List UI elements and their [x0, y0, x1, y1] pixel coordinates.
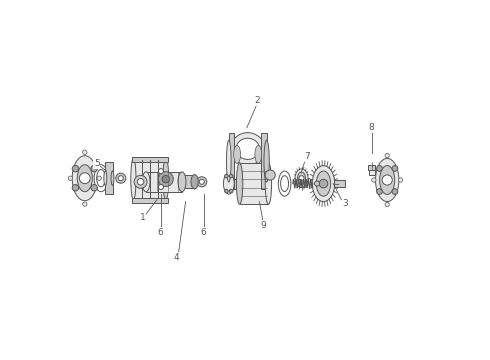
Ellipse shape	[295, 169, 308, 188]
Circle shape	[83, 150, 87, 154]
Ellipse shape	[255, 145, 262, 163]
Text: 6: 6	[157, 228, 163, 237]
Circle shape	[72, 185, 79, 191]
Ellipse shape	[316, 171, 331, 196]
Ellipse shape	[380, 166, 395, 194]
Text: 9: 9	[260, 220, 266, 230]
Text: 6: 6	[201, 228, 206, 237]
Circle shape	[315, 181, 319, 186]
Bar	[132, 198, 168, 203]
Circle shape	[385, 153, 390, 158]
Circle shape	[68, 176, 73, 180]
Bar	[229, 179, 267, 189]
Ellipse shape	[264, 140, 269, 182]
Bar	[146, 172, 182, 192]
Circle shape	[382, 175, 392, 185]
Ellipse shape	[226, 140, 231, 182]
Circle shape	[392, 189, 398, 194]
Ellipse shape	[94, 165, 108, 192]
Circle shape	[224, 174, 228, 178]
Circle shape	[137, 179, 144, 185]
Circle shape	[199, 179, 204, 184]
Circle shape	[377, 189, 382, 194]
Ellipse shape	[278, 171, 291, 196]
Ellipse shape	[312, 166, 335, 202]
Circle shape	[299, 176, 304, 181]
Circle shape	[158, 184, 164, 189]
Ellipse shape	[104, 171, 107, 185]
Circle shape	[224, 189, 228, 193]
Ellipse shape	[191, 175, 198, 189]
Circle shape	[385, 202, 390, 207]
Ellipse shape	[131, 158, 136, 200]
Ellipse shape	[237, 163, 243, 204]
Bar	[261, 133, 267, 189]
Bar	[133, 158, 166, 200]
Circle shape	[398, 178, 403, 182]
Circle shape	[97, 176, 101, 180]
Text: 3: 3	[342, 199, 348, 208]
Ellipse shape	[265, 163, 271, 204]
Ellipse shape	[236, 138, 259, 159]
Ellipse shape	[234, 145, 241, 163]
Ellipse shape	[281, 176, 289, 192]
Circle shape	[197, 177, 207, 187]
Circle shape	[91, 185, 98, 191]
Bar	[141, 175, 195, 188]
Ellipse shape	[72, 156, 98, 201]
Circle shape	[118, 176, 123, 181]
Circle shape	[229, 174, 233, 178]
Bar	[368, 165, 375, 170]
Circle shape	[158, 172, 173, 186]
Text: 5: 5	[94, 159, 99, 168]
Bar	[105, 162, 113, 194]
Ellipse shape	[178, 172, 186, 192]
Text: 7: 7	[304, 152, 310, 161]
Ellipse shape	[142, 172, 150, 192]
Ellipse shape	[97, 170, 105, 187]
Circle shape	[72, 166, 79, 172]
Ellipse shape	[231, 132, 265, 165]
Circle shape	[158, 168, 164, 174]
Circle shape	[265, 170, 275, 180]
Circle shape	[116, 173, 126, 183]
Circle shape	[162, 175, 170, 183]
Circle shape	[229, 189, 233, 193]
Text: 2: 2	[255, 96, 260, 105]
Bar	[334, 180, 345, 187]
Bar	[132, 157, 168, 162]
Ellipse shape	[163, 158, 169, 200]
Ellipse shape	[111, 171, 114, 185]
Bar	[229, 133, 234, 189]
Ellipse shape	[223, 173, 234, 194]
Circle shape	[134, 175, 147, 188]
Circle shape	[79, 173, 90, 184]
Ellipse shape	[375, 158, 399, 202]
Circle shape	[377, 166, 382, 171]
Circle shape	[83, 202, 87, 206]
Circle shape	[392, 166, 398, 171]
Bar	[369, 170, 374, 175]
Text: 1: 1	[140, 213, 145, 222]
Circle shape	[372, 178, 376, 182]
Bar	[240, 163, 269, 204]
Ellipse shape	[297, 172, 305, 184]
Text: 8: 8	[369, 123, 374, 132]
Ellipse shape	[77, 165, 92, 192]
Text: 4: 4	[174, 253, 179, 262]
Circle shape	[319, 179, 328, 188]
Circle shape	[91, 166, 98, 172]
